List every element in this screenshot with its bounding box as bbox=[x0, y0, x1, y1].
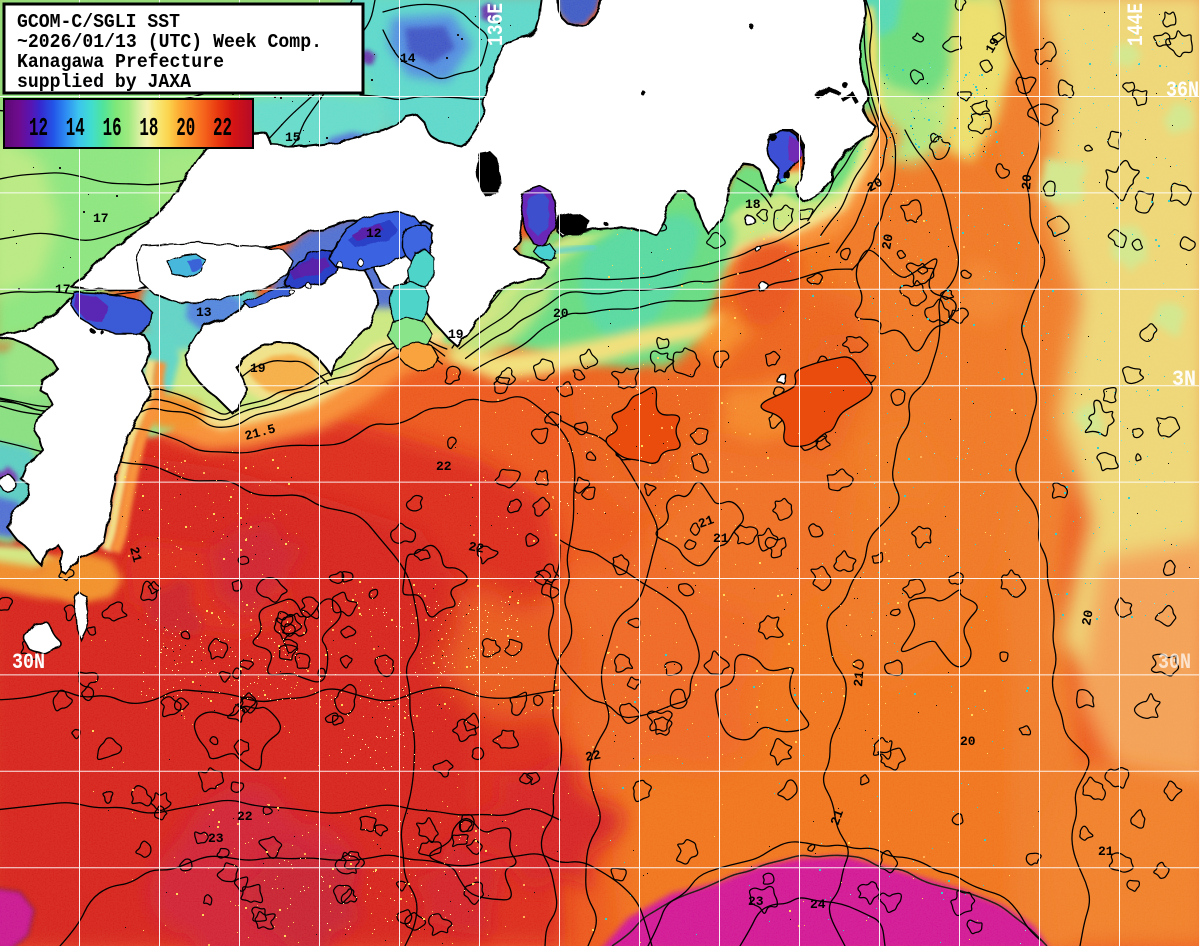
svg-text:3N: 3N bbox=[1172, 367, 1196, 392]
svg-text:21: 21 bbox=[713, 531, 729, 546]
svg-text:20: 20 bbox=[553, 306, 569, 321]
svg-text:~2026/01/13 (UTC) Week Comp.: ~2026/01/13 (UTC) Week Comp. bbox=[17, 31, 322, 53]
svg-text:22: 22 bbox=[237, 809, 253, 824]
svg-text:21: 21 bbox=[851, 670, 867, 687]
svg-text:144E: 144E bbox=[1124, 3, 1149, 46]
svg-text:GCOM-C/SGLI SST: GCOM-C/SGLI SST bbox=[17, 11, 180, 33]
svg-text:15: 15 bbox=[285, 130, 301, 145]
svg-text:20: 20 bbox=[865, 175, 886, 196]
svg-text:19: 19 bbox=[250, 361, 266, 376]
svg-text:19: 19 bbox=[982, 35, 1003, 56]
svg-text:21: 21 bbox=[696, 512, 716, 531]
svg-text:20: 20 bbox=[1079, 609, 1097, 627]
svg-text:21: 21 bbox=[126, 545, 145, 564]
svg-text:13: 13 bbox=[196, 305, 212, 320]
svg-text:23: 23 bbox=[208, 831, 224, 846]
svg-text:23: 23 bbox=[748, 894, 764, 909]
svg-text:20: 20 bbox=[1019, 173, 1035, 190]
svg-text:22: 22 bbox=[467, 539, 485, 557]
svg-text:20: 20 bbox=[176, 113, 195, 143]
svg-text:18: 18 bbox=[745, 197, 761, 212]
svg-text:16: 16 bbox=[103, 113, 122, 143]
svg-text:14: 14 bbox=[400, 51, 416, 66]
svg-text:36N: 36N bbox=[1166, 78, 1199, 103]
svg-text:supplied by JAXA: supplied by JAXA bbox=[17, 71, 192, 93]
svg-text:30N: 30N bbox=[1158, 650, 1191, 675]
svg-text:22: 22 bbox=[436, 459, 452, 474]
svg-text:19: 19 bbox=[448, 327, 464, 342]
svg-text:12: 12 bbox=[29, 113, 48, 143]
svg-text:21: 21 bbox=[1098, 844, 1114, 859]
svg-text:12: 12 bbox=[366, 226, 382, 241]
svg-text:21: 21 bbox=[828, 807, 847, 827]
svg-text:22: 22 bbox=[213, 113, 232, 143]
svg-text:136E: 136E bbox=[484, 3, 509, 46]
svg-text:Kanagawa Prefecture: Kanagawa Prefecture bbox=[17, 51, 224, 73]
svg-text:17: 17 bbox=[93, 211, 109, 226]
svg-text:24: 24 bbox=[810, 897, 826, 912]
svg-text:22: 22 bbox=[584, 747, 602, 765]
svg-text:18: 18 bbox=[139, 113, 158, 143]
svg-text:20: 20 bbox=[960, 734, 976, 749]
svg-text:17: 17 bbox=[55, 282, 71, 297]
svg-text:30N: 30N bbox=[12, 650, 45, 675]
svg-text:20: 20 bbox=[879, 233, 897, 251]
svg-text:14: 14 bbox=[66, 113, 85, 143]
